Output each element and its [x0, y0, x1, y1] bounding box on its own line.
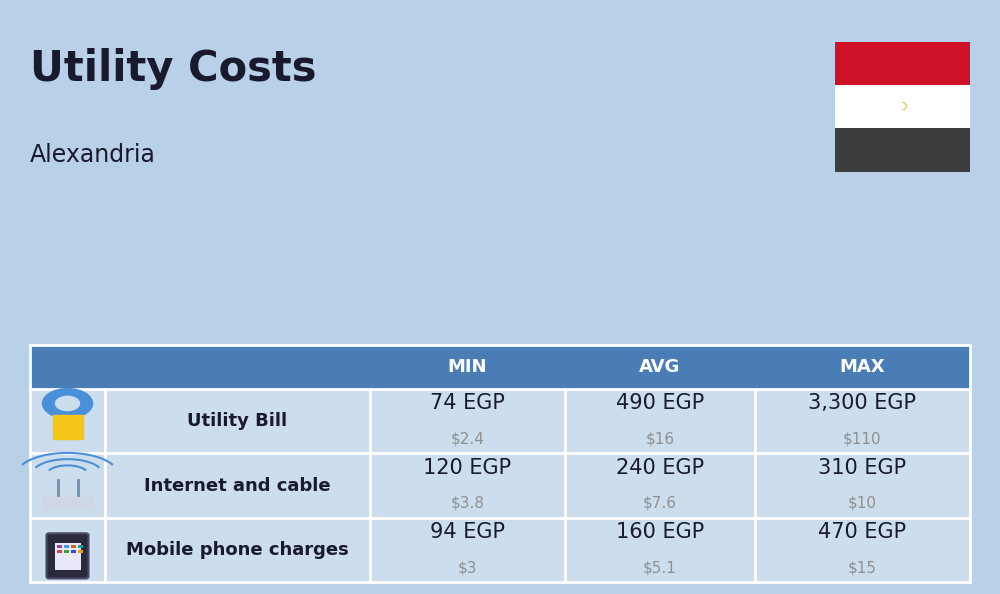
Text: $10: $10 — [848, 496, 877, 511]
Text: 74 EGP: 74 EGP — [430, 393, 505, 413]
Bar — [30, 389, 970, 453]
Bar — [70, 550, 76, 553]
Text: 94 EGP: 94 EGP — [430, 522, 505, 542]
Text: 490 EGP: 490 EGP — [616, 393, 704, 413]
FancyBboxPatch shape — [46, 533, 88, 579]
Bar — [64, 545, 69, 548]
Bar — [55, 543, 80, 570]
Text: Utility Bill: Utility Bill — [187, 412, 288, 430]
Text: 120 EGP: 120 EGP — [423, 458, 512, 478]
Bar — [70, 545, 76, 548]
Bar — [30, 518, 970, 582]
Bar — [57, 550, 62, 553]
Text: $5.1: $5.1 — [643, 560, 677, 575]
Text: $110: $110 — [843, 432, 882, 447]
Text: 470 EGP: 470 EGP — [818, 522, 907, 542]
Text: $16: $16 — [645, 432, 675, 447]
Text: 310 EGP: 310 EGP — [818, 458, 907, 478]
Bar — [30, 345, 970, 389]
Text: $7.6: $7.6 — [643, 496, 677, 511]
Bar — [835, 85, 970, 128]
Text: Internet and cable: Internet and cable — [144, 476, 331, 495]
Text: Alexandria: Alexandria — [30, 143, 156, 166]
Bar — [42, 494, 92, 510]
Bar — [57, 545, 62, 548]
Text: 3,300 EGP: 3,300 EGP — [808, 393, 916, 413]
Text: $15: $15 — [848, 560, 877, 575]
Text: Utility Costs: Utility Costs — [30, 48, 316, 90]
Text: ☽: ☽ — [898, 102, 908, 112]
Bar — [835, 128, 970, 172]
Text: 240 EGP: 240 EGP — [616, 458, 704, 478]
Bar — [835, 42, 970, 85]
Text: $3: $3 — [458, 560, 477, 575]
Bar — [53, 415, 82, 439]
Circle shape — [42, 388, 92, 418]
Text: MIN: MIN — [448, 358, 487, 376]
Bar — [30, 453, 970, 518]
Bar — [78, 545, 83, 548]
Bar — [64, 550, 69, 553]
Text: MAX: MAX — [840, 358, 885, 376]
Text: $3.8: $3.8 — [450, 496, 484, 511]
Bar — [78, 550, 83, 553]
Text: $2.4: $2.4 — [451, 432, 484, 447]
Text: AVG: AVG — [639, 358, 681, 376]
Text: Mobile phone charges: Mobile phone charges — [126, 541, 349, 559]
Text: 160 EGP: 160 EGP — [616, 522, 704, 542]
Circle shape — [56, 396, 80, 410]
